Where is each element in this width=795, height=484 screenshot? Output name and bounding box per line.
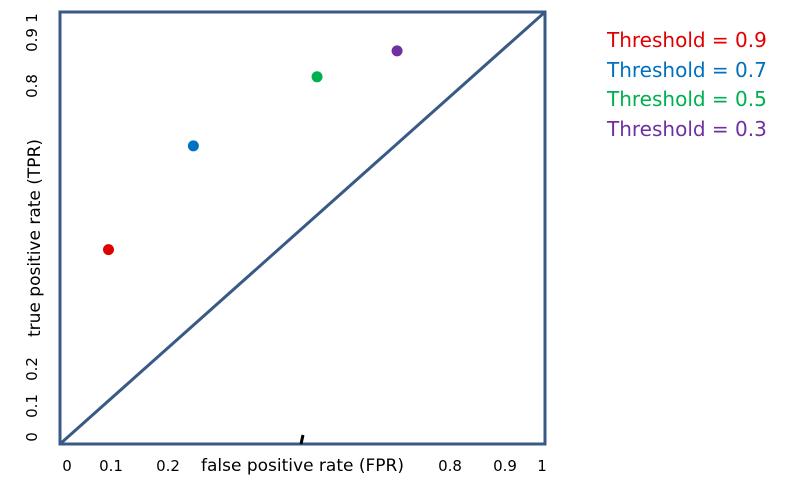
data-point-3 xyxy=(311,71,323,83)
x-tick-label: 0.1 xyxy=(99,457,123,475)
diagonal-reference-line xyxy=(59,10,546,446)
legend-entry-3: Threshold = 0.5 xyxy=(607,87,767,111)
data-point-2 xyxy=(187,140,199,152)
x-tick-labels: 0 0.1 0.2 0.8 0.9 1 xyxy=(62,457,547,475)
x-axis-label: false positive rate (FPR) xyxy=(201,456,404,476)
y-axis-label: true positive rate (TPR) xyxy=(25,139,45,337)
data-points xyxy=(103,45,403,256)
legend-entry-2: Threshold = 0.7 xyxy=(607,57,767,82)
x-tick-label: 0.8 xyxy=(438,457,462,475)
data-point-4 xyxy=(391,45,403,57)
y-tick-label: 0.2 xyxy=(23,357,41,381)
y-tick-label: 0.9 xyxy=(23,28,41,52)
x-tick-label: 1 xyxy=(537,457,547,475)
axis-tick-mark xyxy=(299,434,305,445)
x-tick-label: 0.2 xyxy=(156,457,180,475)
x-tick-label: 0 xyxy=(62,457,72,475)
legend: Threshold = 0.9 Threshold = 0.7 Threshold … xyxy=(607,26,767,144)
y-tick-label: 1 xyxy=(23,13,41,23)
y-tick-labels: 0 0.1 0.2 0.8 0.9 1 xyxy=(23,13,41,442)
x-tick-label: 0.9 xyxy=(493,457,517,475)
data-point-1 xyxy=(103,244,114,256)
legend-entry-1: Threshold = 0.9 xyxy=(607,28,767,52)
y-tick-label: 0 xyxy=(23,432,41,442)
y-tick-label: 0.8 xyxy=(23,74,41,98)
y-tick-label: 0.1 xyxy=(23,394,41,418)
legend-entry-4: Threshold = 0.3 xyxy=(607,116,767,141)
